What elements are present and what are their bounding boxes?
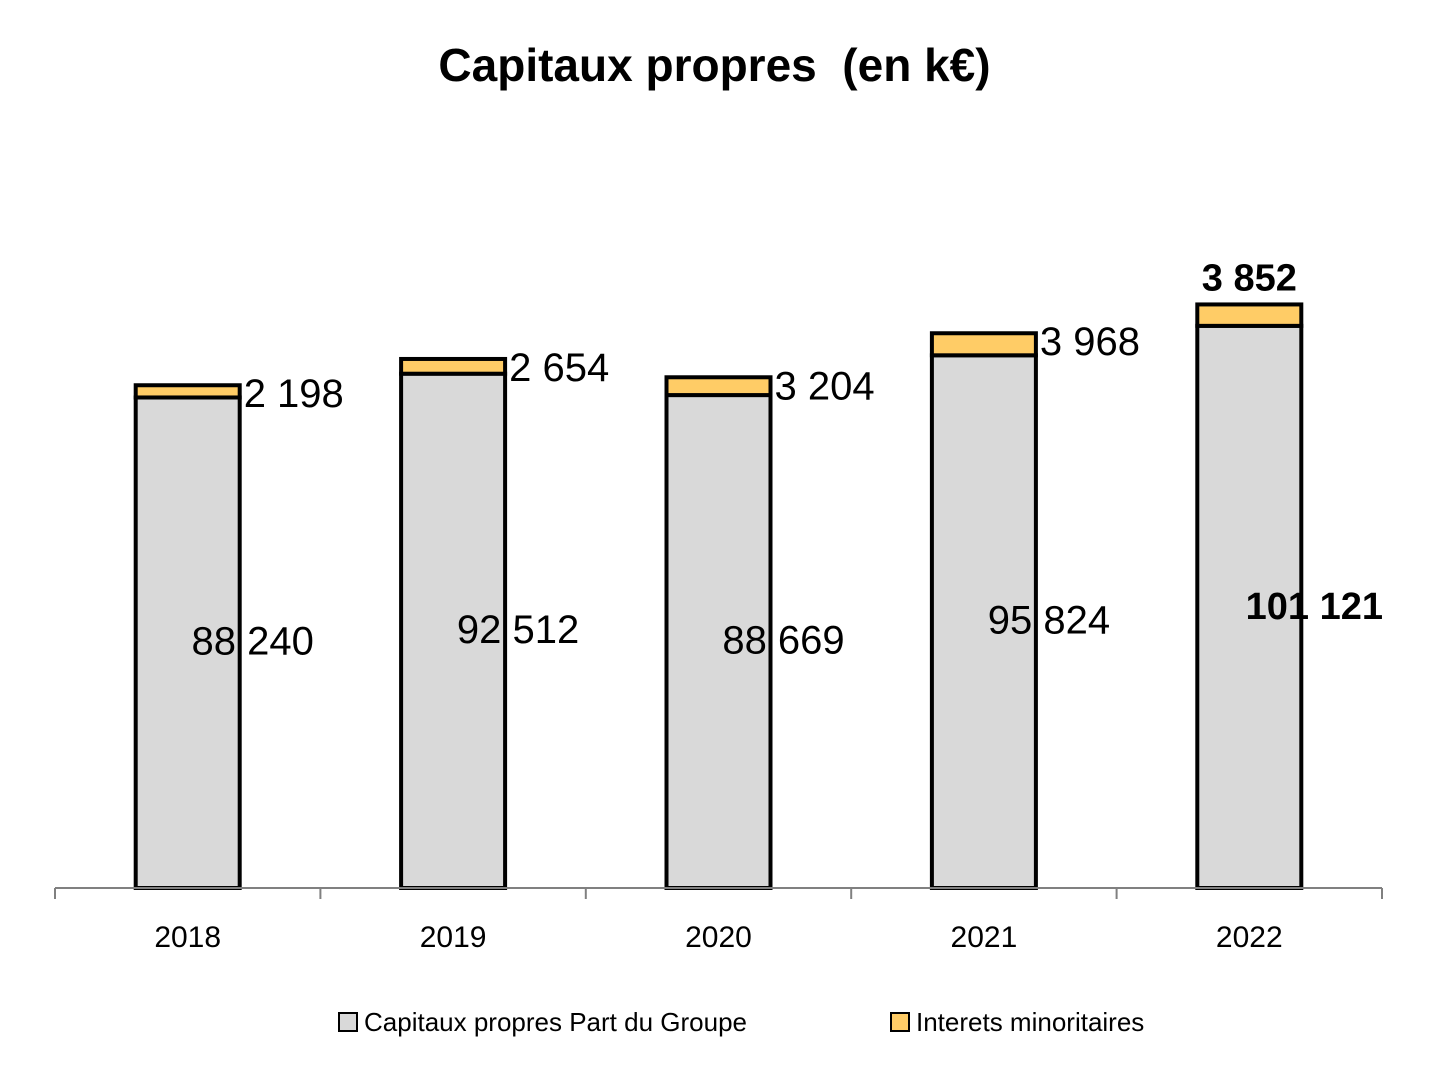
bar-interets-minoritaires-2021 — [929, 331, 1038, 358]
data-label-capitaux-propres-part-du-groupe-2019: 92 512 — [457, 608, 579, 652]
data-label-capitaux-propres-part-du-groupe-2021: 95 824 — [988, 599, 1110, 643]
x-tick-label-2019: 2019 — [420, 921, 487, 954]
legend-swatch-minority-interests — [890, 1012, 910, 1032]
legend-swatch-group-equity — [338, 1012, 358, 1032]
chart-title: Capitaux propres (en k€) — [438, 39, 991, 91]
legend-label-group-equity: Capitaux propres Part du Groupe — [364, 1006, 747, 1037]
legend-label-minority-interests: Interets minoritaires — [916, 1006, 1145, 1037]
data-label-interets-minoritaires-2021: 3 968 — [1040, 320, 1140, 364]
x-tick-label-2022: 2022 — [1216, 921, 1283, 954]
bar-interets-minoritaires-2019 — [399, 356, 508, 376]
bar-interets-minoritaires-2020 — [664, 375, 773, 398]
x-axis: 2018 2019 2020 2021 2022 — [54, 887, 1383, 954]
data-label-interets-minoritaires-2020: 3 204 — [775, 364, 875, 408]
x-tick-label-2021: 2021 — [951, 921, 1018, 954]
bar-capitaux-propres-part-du-groupe-2018 — [133, 395, 242, 890]
data-label-capitaux-propres-part-du-groupe-2020: 88 669 — [722, 619, 844, 663]
bar-capitaux-propres-part-du-groupe-2019 — [399, 371, 508, 890]
data-label-capitaux-propres-part-du-groupe-2018: 88 240 — [192, 620, 314, 664]
x-tick-label-2018: 2018 — [154, 921, 221, 954]
data-label-interets-minoritaires-2019: 2 654 — [509, 346, 609, 390]
data-label-capitaux-propres-part-du-groupe-2022: 101 121 — [1246, 586, 1383, 628]
x-tick-label-2020: 2020 — [685, 921, 752, 954]
bar-interets-minoritaires-2022 — [1195, 302, 1304, 328]
bars-layer — [133, 302, 1304, 890]
data-label-interets-minoritaires-2018: 2 198 — [244, 372, 344, 416]
legend-item-minority-interests: Interets minoritaires — [890, 1005, 1144, 1039]
bar-interets-minoritaires-2018 — [133, 383, 242, 400]
data-labels-layer: 88 240 2 198 92 512 2 654 88 669 3 204 95 824 3… — [192, 257, 1383, 663]
legend-item-group-equity: Capitaux propres Part du Groupe — [338, 1005, 747, 1039]
data-label-interets-minoritaires-2022: 3 852 — [1202, 257, 1297, 299]
